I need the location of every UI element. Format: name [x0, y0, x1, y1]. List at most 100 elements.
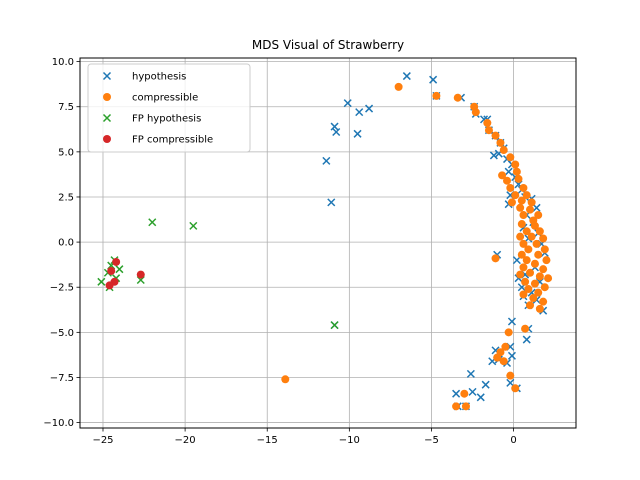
data-point	[506, 378, 515, 387]
data-point	[499, 146, 508, 155]
data-point	[322, 156, 331, 165]
y-tick-label: 7.5	[58, 102, 74, 113]
data-point	[507, 198, 516, 207]
data-point	[506, 183, 515, 192]
grid-lines	[80, 58, 576, 428]
data-point	[484, 126, 493, 135]
data-point	[519, 211, 528, 220]
y-tick-label: −7.5	[50, 373, 74, 384]
data-point	[522, 256, 531, 265]
data-point	[112, 257, 121, 266]
x-tick-label: −10	[339, 435, 360, 446]
legend-marker	[102, 71, 112, 81]
data-point	[514, 174, 523, 183]
data-point	[535, 227, 544, 236]
data-point	[471, 108, 480, 117]
data-point	[519, 239, 528, 248]
data-point	[512, 167, 521, 176]
data-point	[330, 122, 339, 131]
legend-marker	[103, 135, 111, 143]
data-point	[507, 351, 516, 360]
data-point	[507, 317, 516, 326]
legend-entry: FP compressible	[103, 135, 213, 146]
data-point	[516, 203, 525, 212]
y-tick-label: −2.5	[50, 283, 74, 294]
data-point	[519, 290, 528, 299]
data-point	[539, 234, 548, 243]
y-axis-ticks: −10.0 −7.5 −5.0 −2.5 0.0 2.5 5.0 7.5 10.0	[43, 57, 80, 429]
x-tick-label: −25	[92, 435, 113, 446]
data-point	[517, 220, 526, 229]
y-tick-label: −5.0	[50, 328, 74, 339]
data-point	[504, 167, 513, 176]
data-point	[530, 259, 539, 268]
data-point	[539, 265, 548, 274]
data-point	[452, 389, 461, 398]
data-point	[517, 250, 526, 259]
data-point	[452, 402, 461, 411]
data-point	[461, 402, 470, 411]
x-tick-label: −20	[175, 435, 196, 446]
data-point	[517, 196, 526, 205]
data-point	[453, 93, 462, 102]
y-tick-label: −10.0	[43, 418, 74, 429]
data-point	[512, 256, 521, 265]
legend-marker	[102, 113, 112, 123]
y-tick-label: 0.0	[58, 238, 74, 249]
data-point	[544, 274, 553, 283]
data-point	[501, 342, 510, 351]
data-point	[534, 288, 543, 297]
data-point	[136, 270, 145, 279]
legend-box	[87, 63, 251, 153]
data-point	[429, 75, 438, 84]
series-fp-compressible	[105, 257, 145, 290]
x-axis-ticks: −25 −20 −15 −10 −5 0	[92, 428, 517, 446]
data-point	[511, 160, 520, 169]
legend-label: FP hypothesis	[132, 114, 201, 125]
data-point	[330, 321, 339, 330]
data-point	[532, 203, 541, 212]
data-point	[365, 104, 374, 113]
series-compressible	[281, 82, 553, 411]
data-point	[327, 198, 336, 207]
data-point	[535, 272, 544, 281]
data-point	[432, 91, 441, 100]
data-point	[506, 153, 515, 162]
data-point	[460, 389, 469, 398]
data-point	[481, 380, 490, 389]
data-point	[516, 270, 525, 279]
data-point	[516, 232, 525, 241]
legend-label: FP compressible	[132, 135, 213, 146]
y-tick-label: 10.0	[52, 57, 74, 68]
legend-entry: hypothesis	[102, 71, 186, 83]
data-point	[107, 266, 116, 275]
data-point	[519, 183, 528, 192]
data-point	[540, 245, 549, 254]
data-point	[402, 72, 411, 81]
data-point	[466, 369, 475, 378]
data-point	[535, 304, 544, 313]
data-point	[526, 205, 535, 214]
data-point	[491, 131, 500, 140]
data-point	[522, 335, 531, 344]
legend-entry: FP hypothesis	[102, 113, 201, 125]
data-point	[115, 265, 124, 274]
data-point	[504, 328, 513, 337]
data-point	[529, 294, 538, 303]
data-point	[476, 393, 485, 402]
legend-entry: compressible	[103, 93, 198, 104]
data-point	[496, 138, 505, 147]
y-tick-label: 5.0	[58, 147, 74, 158]
data-point	[332, 127, 341, 137]
data-point	[511, 384, 520, 393]
data-point	[526, 268, 535, 277]
data-point	[503, 176, 512, 185]
data-point	[527, 198, 536, 207]
data-point	[483, 118, 492, 127]
x-tick-label: 0	[510, 435, 516, 446]
data-point	[521, 277, 530, 286]
data-point	[343, 99, 352, 108]
data-point	[540, 283, 549, 292]
data-point	[530, 221, 539, 230]
